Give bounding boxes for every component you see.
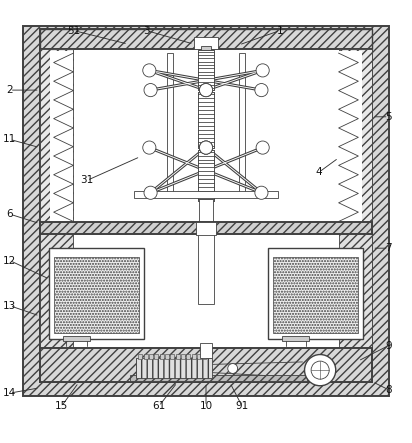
Text: 10: 10 xyxy=(199,401,213,411)
Bar xyxy=(23,27,389,396)
Bar xyxy=(165,354,169,359)
Bar xyxy=(200,343,212,358)
Bar xyxy=(40,49,372,225)
Bar xyxy=(138,354,143,359)
Bar xyxy=(134,190,278,198)
Bar xyxy=(198,92,214,148)
Circle shape xyxy=(143,64,156,77)
Bar xyxy=(154,354,158,359)
Circle shape xyxy=(256,141,269,154)
Text: 5: 5 xyxy=(385,112,392,122)
Bar xyxy=(198,50,214,90)
Circle shape xyxy=(199,84,213,97)
Bar xyxy=(239,53,245,193)
Bar xyxy=(159,354,164,359)
Text: 2: 2 xyxy=(7,85,13,95)
Bar xyxy=(54,257,139,333)
Circle shape xyxy=(199,84,213,97)
Text: 4: 4 xyxy=(316,167,322,177)
Text: 3: 3 xyxy=(143,26,150,35)
Bar xyxy=(198,150,214,201)
Bar xyxy=(40,233,73,350)
Circle shape xyxy=(144,186,157,199)
Bar xyxy=(136,358,212,377)
Text: 61: 61 xyxy=(152,401,165,411)
Circle shape xyxy=(228,364,238,373)
Text: 15: 15 xyxy=(55,401,68,411)
Circle shape xyxy=(199,141,213,154)
Circle shape xyxy=(199,141,213,154)
Text: 31: 31 xyxy=(80,175,94,186)
Bar xyxy=(170,354,174,359)
Bar xyxy=(181,354,185,359)
Bar xyxy=(50,51,73,224)
Bar xyxy=(198,150,214,201)
Bar xyxy=(40,49,73,225)
Bar xyxy=(339,233,372,350)
Bar xyxy=(282,336,309,341)
Circle shape xyxy=(255,84,268,97)
Bar xyxy=(196,222,216,235)
Text: 7: 7 xyxy=(385,243,392,253)
Circle shape xyxy=(199,84,213,97)
Circle shape xyxy=(144,84,157,97)
Circle shape xyxy=(143,141,156,154)
Bar xyxy=(40,222,372,234)
Bar xyxy=(130,375,307,381)
Bar xyxy=(186,354,190,359)
Bar xyxy=(199,199,213,225)
Bar xyxy=(339,49,372,225)
Text: 91: 91 xyxy=(236,401,249,411)
Bar xyxy=(202,354,206,359)
Bar xyxy=(167,53,173,193)
Circle shape xyxy=(255,186,268,199)
Bar xyxy=(176,354,180,359)
Bar xyxy=(192,354,196,359)
Bar xyxy=(194,37,218,49)
Bar xyxy=(49,248,144,338)
Bar xyxy=(149,354,153,359)
Text: 12: 12 xyxy=(3,256,16,265)
Bar xyxy=(268,248,363,338)
Bar xyxy=(63,336,90,341)
Text: 51: 51 xyxy=(67,26,80,35)
Text: 8: 8 xyxy=(385,385,392,395)
Text: 6: 6 xyxy=(7,209,13,219)
Bar xyxy=(198,92,214,148)
Circle shape xyxy=(199,141,213,154)
Bar xyxy=(197,354,201,359)
Text: 13: 13 xyxy=(3,301,16,311)
Text: 11: 11 xyxy=(3,134,16,144)
Text: 1: 1 xyxy=(276,26,283,35)
Bar xyxy=(144,354,147,359)
Bar xyxy=(198,50,214,90)
Text: 9: 9 xyxy=(385,341,392,350)
Bar xyxy=(40,29,372,49)
Circle shape xyxy=(304,354,336,386)
Text: 14: 14 xyxy=(3,388,16,398)
Bar xyxy=(273,257,358,333)
Bar xyxy=(201,46,211,50)
Bar xyxy=(40,348,372,382)
Circle shape xyxy=(311,361,329,379)
Bar xyxy=(40,233,372,350)
Circle shape xyxy=(256,64,269,77)
Bar xyxy=(339,51,362,224)
Bar xyxy=(198,232,214,303)
Bar xyxy=(40,29,372,382)
